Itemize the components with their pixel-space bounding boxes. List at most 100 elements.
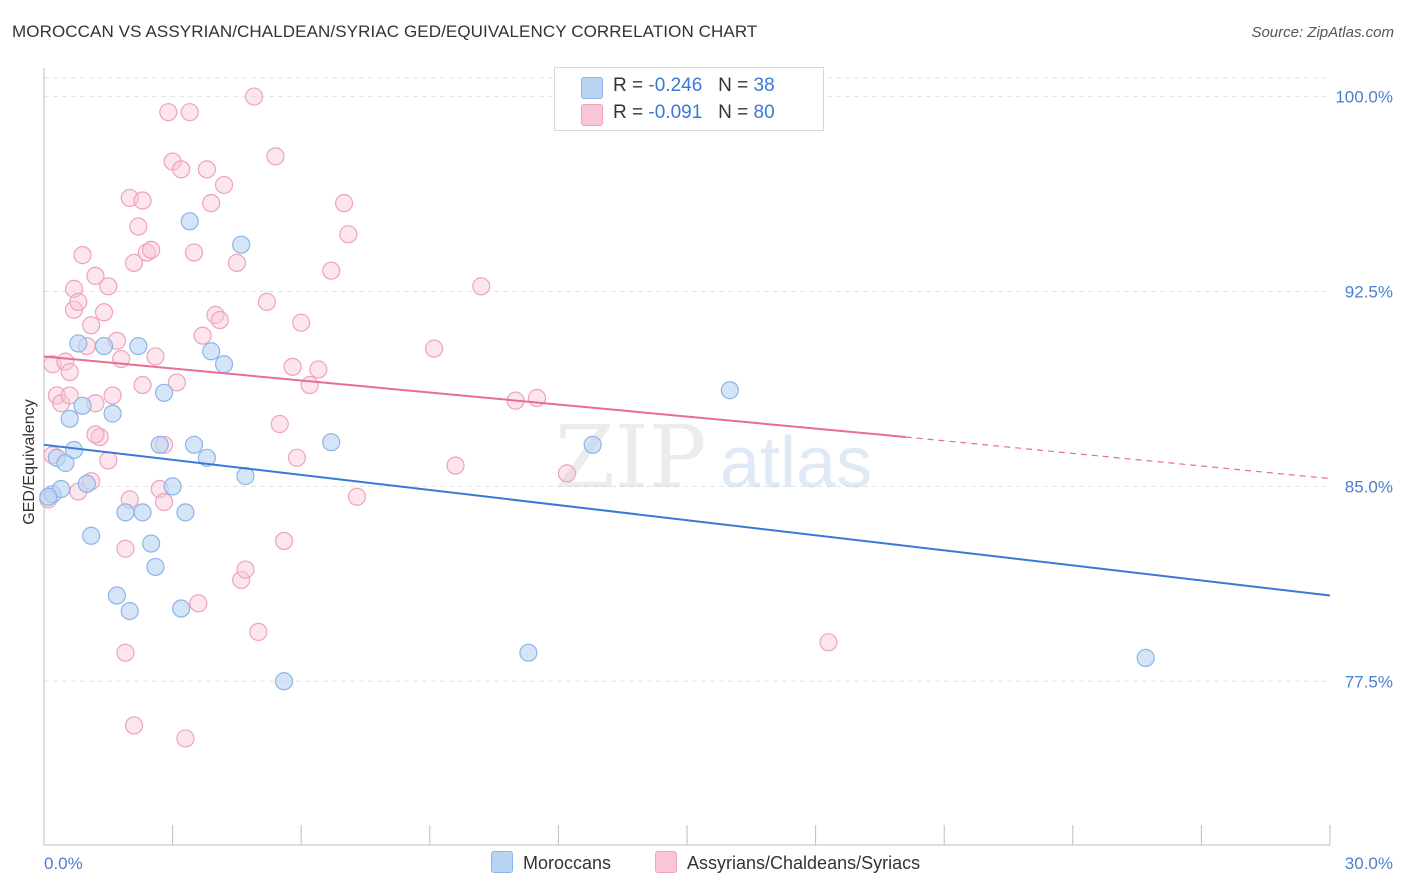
assyrian-point <box>103 386 122 405</box>
assyrian-point <box>292 313 311 332</box>
assyrian-point <box>172 160 191 179</box>
assyrian-point <box>184 243 204 262</box>
assyrian-point <box>244 87 264 106</box>
moroccan-point <box>82 526 101 545</box>
y-tick-label: 77.5% <box>1345 672 1393 691</box>
assyrian-point <box>257 292 277 311</box>
moroccan-points <box>39 212 1155 691</box>
y-axis-label: GED/Equivalency <box>21 399 38 524</box>
moroccan-point <box>720 381 739 400</box>
moroccan-point <box>116 503 135 522</box>
moroccan-point <box>129 336 148 356</box>
assyrian-point <box>189 594 208 613</box>
moroccan-point <box>154 383 174 402</box>
moroccan-point <box>232 235 251 254</box>
bottom-legend-swatch-moroccans <box>491 851 513 873</box>
bottom-legend-label-moroccans: Moroccans <box>523 853 612 873</box>
moroccan-point <box>56 453 75 473</box>
x-tick-label: 30.0% <box>1345 854 1393 873</box>
watermark-zip: ZIP <box>555 408 707 508</box>
legend-n-label: N = <box>718 75 749 96</box>
assyrian-point <box>227 253 246 272</box>
assyrian-point <box>176 729 195 748</box>
assyrian-point <box>322 261 341 280</box>
y-tick-label: 85.0% <box>1345 477 1393 496</box>
assyrian-point <box>82 316 101 335</box>
legend-r-label: R = <box>613 102 644 123</box>
moroccan-point <box>146 557 165 577</box>
moroccan-point <box>519 643 538 662</box>
moroccan-point <box>184 435 204 454</box>
tick-labels: 77.5% 85.0% 92.5% 100.0% 0.0% 30.0% <box>44 88 1393 873</box>
axes <box>43 68 1331 846</box>
assyrian-point <box>266 147 285 166</box>
moroccan-point <box>322 433 341 452</box>
moroccan-point <box>73 396 92 415</box>
assyrian-point <box>99 451 118 470</box>
grid-lines <box>44 77 1330 682</box>
watermark-atlas: atlas <box>720 423 872 503</box>
moroccan-point <box>176 503 195 522</box>
moroccan-point <box>107 586 126 605</box>
assyrian-point <box>116 539 135 558</box>
assyrian-point <box>99 277 118 296</box>
bottom-legend-moroccans: Moroccans <box>491 851 611 874</box>
assyrian-point <box>210 310 229 330</box>
moroccan-point <box>214 355 234 374</box>
moroccan-point <box>69 334 88 353</box>
assyrian-point <box>180 103 199 122</box>
legend-n-value-moroccans: 38 <box>753 75 775 96</box>
assyrian-point <box>339 225 358 244</box>
assyrian-point <box>249 622 268 642</box>
moroccan-point <box>197 448 216 467</box>
assyrian-points <box>39 87 838 748</box>
moroccan-point <box>172 599 191 618</box>
assyrian-point <box>214 175 234 195</box>
bottom-legend-swatch-assyrians <box>655 851 677 873</box>
assyrian-point <box>557 464 577 483</box>
assyrian-point <box>236 560 255 579</box>
assyrian-point <box>819 633 838 652</box>
assyrian-point <box>334 194 354 213</box>
assyrian-point <box>133 375 152 395</box>
moroccan-point <box>180 212 199 231</box>
assyrian-point <box>300 375 319 395</box>
assyrian-point <box>193 326 212 345</box>
chart-title: MOROCCAN VS ASSYRIAN/CHALDEAN/SYRIAC GED… <box>12 22 758 41</box>
assyrian-point <box>347 487 367 506</box>
assyrian-point <box>446 456 465 475</box>
y-tick-label: 100.0% <box>1335 88 1393 107</box>
moroccan-point <box>202 342 221 361</box>
watermark: ZIP atlas <box>555 408 872 508</box>
bottom-legend-assyrians: Assyrians/Chaldeans/Syriacs <box>655 851 920 874</box>
assyrian-point <box>142 240 161 260</box>
assyrian-point <box>283 357 302 376</box>
bottom-legend-label-assyrians: Assyrians/Chaldeans/Syriacs <box>687 853 921 873</box>
moroccan-point <box>583 435 602 454</box>
moroccan-point <box>133 503 152 522</box>
assyrian-trend-line <box>43 355 906 439</box>
assyrian-point <box>86 425 105 444</box>
moroccan-point <box>77 474 96 493</box>
assyrian-point <box>60 362 79 382</box>
moroccan-point <box>120 602 139 621</box>
assyrian-point <box>274 531 294 551</box>
stats-legend: R = -0.246 N = 38 R = -0.091 N = 80 <box>554 67 824 131</box>
assyrian-point <box>309 360 328 379</box>
legend-swatch-assyrians <box>581 104 603 126</box>
y-tick-label: 92.5% <box>1345 282 1393 301</box>
moroccan-point <box>60 409 79 428</box>
assyrian-point <box>73 246 92 265</box>
assyrian-point <box>167 373 186 392</box>
x-tick-label: 0.0% <box>44 854 83 873</box>
assyrian-point <box>472 277 491 296</box>
assyrian-point <box>146 347 165 366</box>
legend-r-value-moroccans: -0.246 <box>648 75 703 96</box>
legend-n-value-assyrians: 80 <box>753 102 775 123</box>
assyrian-point <box>129 217 148 236</box>
source-label: Source: ZipAtlas.com <box>1251 24 1394 41</box>
assyrian-point <box>202 194 221 213</box>
assyrian-point <box>116 643 135 662</box>
trend-lines <box>43 355 1331 597</box>
assyrian-point <box>133 191 152 210</box>
